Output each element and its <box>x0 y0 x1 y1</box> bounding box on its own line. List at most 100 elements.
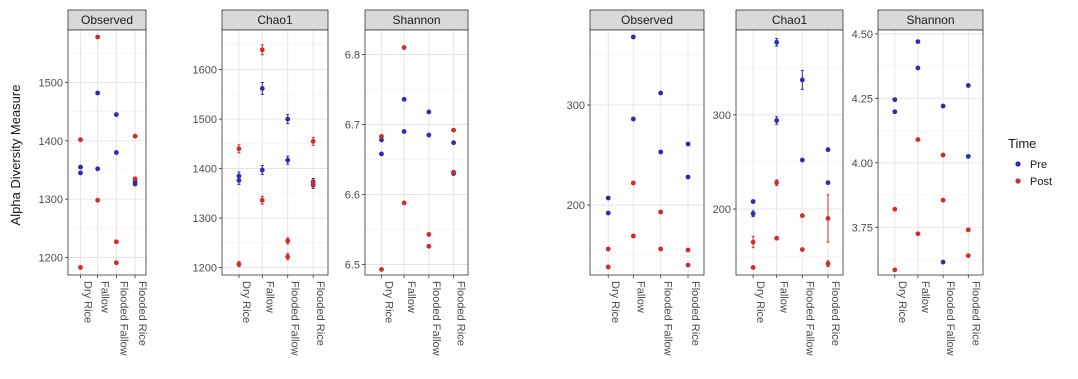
facet-panel-observed: Observed 200 300 Dry Rice Fallow Flooded Fall… <box>567 9 705 356</box>
x-tick-label: Flooded Fallow <box>289 281 301 356</box>
data-point-pre <box>401 129 407 134</box>
x-tick-label: Flooded Rice <box>689 281 701 346</box>
data-point-pre <box>892 97 898 103</box>
data-point-pre <box>285 116 291 122</box>
x-tick-label: Flooded Rice <box>829 281 841 346</box>
facet-strip-label: Chao1 <box>257 13 293 27</box>
data-point-post <box>774 235 780 241</box>
legend-title: Time <box>1008 136 1036 151</box>
data-point-post <box>658 209 664 215</box>
data-point-post <box>685 247 691 253</box>
data-point-post <box>426 243 432 249</box>
data-point-pre <box>236 178 242 183</box>
data-point-pre <box>750 199 756 204</box>
data-point-post <box>605 246 611 252</box>
x-tick-label: Fallow <box>634 281 646 313</box>
data-point-pre <box>750 211 756 217</box>
data-point-pre <box>965 153 971 159</box>
data-point-pre <box>915 65 921 71</box>
y-tick-label: 1400 <box>193 164 217 176</box>
x-tick-label: Dry Rice <box>240 281 252 323</box>
x-tick-label: Dry Rice <box>609 281 621 323</box>
facet-strip-label: Observed <box>621 13 673 27</box>
y-tick-label: 6.6 <box>345 190 360 202</box>
x-tick-label: Fallow <box>99 281 111 313</box>
data-point-pre <box>799 77 805 83</box>
data-point-pre <box>113 112 119 117</box>
data-point-post <box>965 253 971 259</box>
y-axis-label: Alpha Diversity Measure <box>8 85 23 226</box>
panel-border <box>735 29 844 276</box>
data-point-pre <box>78 164 83 170</box>
y-tick-label: 1600 <box>193 65 217 77</box>
x-tick-label: Flooded Fallow <box>803 281 815 356</box>
data-point-post <box>236 146 242 152</box>
data-point-pre <box>259 86 265 91</box>
panel-background <box>68 30 146 275</box>
data-point-post <box>451 127 456 133</box>
facet-panel-chao1: Chao1 1200 1300 1400 1500 1600 Dry Rice Fallow F… <box>193 9 329 356</box>
data-point-post <box>605 264 611 270</box>
data-point-post <box>426 232 432 237</box>
data-point-post <box>451 169 456 175</box>
data-point-post <box>236 261 242 267</box>
x-tick-label: Flooded Rice <box>314 281 326 346</box>
data-point-post <box>915 137 921 143</box>
data-point-pre <box>774 39 780 45</box>
data-point-post <box>750 265 756 270</box>
data-point-post <box>113 260 119 266</box>
data-point-pre <box>965 83 971 88</box>
y-tick-label: 6.7 <box>345 120 360 132</box>
data-point-post <box>401 45 407 50</box>
data-point-post <box>259 197 265 203</box>
data-point-pre <box>379 137 384 143</box>
panel-background <box>736 30 843 275</box>
data-point-pre <box>605 195 611 201</box>
data-point-post <box>379 267 384 272</box>
x-tick-label: Fallow <box>919 281 931 313</box>
x-tick-label: Flooded Rice <box>455 281 467 346</box>
x-tick-label: Flooded Fallow <box>430 281 442 356</box>
data-point-post <box>892 206 898 212</box>
data-point-post <box>285 238 291 244</box>
x-tick-label: Flooded Rice <box>969 281 981 346</box>
data-point-pre <box>774 118 780 123</box>
data-point-pre <box>605 210 611 216</box>
y-tick-label: 6.8 <box>345 50 360 62</box>
data-point-pre <box>685 174 691 180</box>
data-point-pre <box>630 34 636 40</box>
y-tick-label: 1300 <box>39 194 63 206</box>
data-point-pre <box>658 90 664 96</box>
data-point-post <box>113 239 119 245</box>
facet-strip-label: Chao1 <box>772 13 808 27</box>
y-tick-label: 1500 <box>39 78 63 90</box>
y-tick-label: 1200 <box>39 253 63 265</box>
data-point-post <box>78 137 83 143</box>
facet-strip-label: Shannon <box>392 13 440 27</box>
data-point-post <box>799 247 805 252</box>
y-tick-label: 6.5 <box>345 260 360 272</box>
data-point-post <box>132 176 138 182</box>
data-point-pre <box>940 103 946 109</box>
data-point-post <box>825 216 831 221</box>
x-tick-label: Flooded Fallow <box>662 281 674 356</box>
x-tick-label: Fallow <box>778 281 790 313</box>
data-point-post <box>940 152 946 158</box>
legend-label-post: Post <box>1030 176 1052 188</box>
data-point-post <box>379 134 384 139</box>
panel-border <box>221 29 329 276</box>
data-point-pre <box>451 140 456 146</box>
data-point-pre <box>825 147 831 153</box>
panel-border <box>364 29 469 276</box>
data-point-pre <box>401 96 407 102</box>
y-tick-label: 1400 <box>39 136 63 148</box>
data-point-post <box>685 262 691 268</box>
y-tick-label: 3.75 <box>852 222 873 234</box>
data-point-post <box>95 34 101 40</box>
legend: Time Pre Post <box>1008 136 1052 188</box>
data-point-post <box>965 227 971 233</box>
data-point-post <box>259 47 265 53</box>
data-point-pre <box>426 109 432 115</box>
panel-background <box>590 30 704 275</box>
